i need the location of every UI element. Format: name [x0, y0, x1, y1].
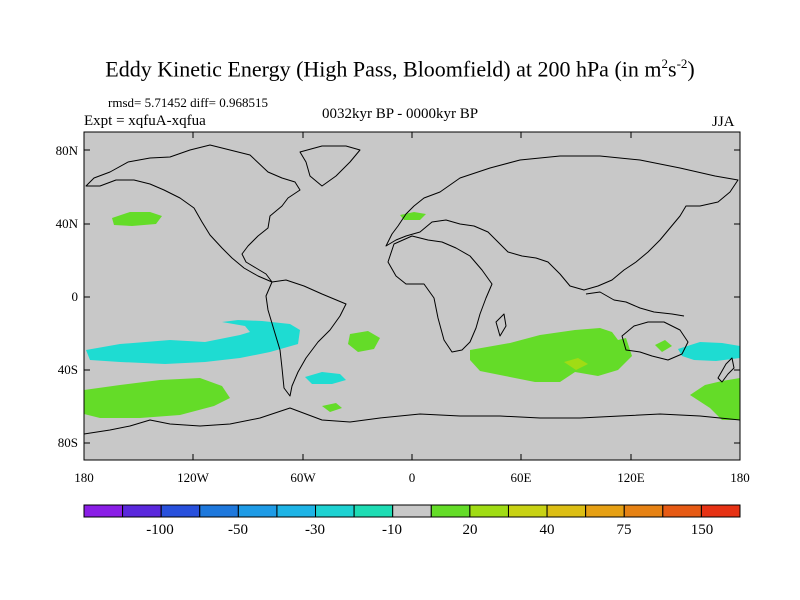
colorbar-box	[199, 504, 239, 518]
lon-label-120e: 120E	[617, 470, 645, 485]
colorbar-box	[353, 504, 394, 518]
coast-new-zealand	[717, 357, 735, 383]
coast-antarctica	[83, 407, 741, 435]
green-patch-southern-ocean-west	[84, 378, 230, 418]
colorbar-label: -50	[228, 522, 248, 538]
lat-label-40n: 40N	[55, 216, 78, 231]
colorbar-label: 150	[690, 522, 714, 538]
colorbar-label: -30	[305, 522, 325, 538]
colorbar-label: 40	[539, 522, 555, 538]
colorbar-box	[430, 504, 471, 518]
colorbar-label: -10	[382, 522, 402, 538]
lat-label-80n: 80N	[55, 143, 78, 158]
coast-north-america	[85, 144, 301, 283]
coast-africa	[387, 235, 493, 353]
coast-eurasia	[385, 155, 739, 291]
lon-label-120w: 120W	[177, 470, 209, 485]
lat-label-40s: 40S	[57, 362, 78, 377]
map-title: Eddy Kinetic Energy (High Pass, Bloomfie…	[105, 56, 695, 82]
colorbar-box	[392, 504, 432, 518]
map-frame	[83, 131, 741, 461]
yellowgreen-patch-indian	[564, 358, 588, 370]
lon-label-60w: 60W	[290, 470, 316, 485]
coast-australia	[621, 321, 689, 361]
colorbar-box	[237, 504, 278, 518]
green-patch-tasman	[690, 378, 740, 420]
colorbar-box	[662, 504, 702, 518]
colorbar-label: -100	[146, 522, 174, 538]
coast-greenland	[299, 145, 361, 187]
colorbar-box	[469, 504, 509, 518]
coastlines	[83, 144, 741, 435]
lat-label-0: 0	[71, 289, 79, 304]
cyan-patch-chile	[305, 372, 346, 384]
lat-label-80s: 80S	[57, 435, 78, 450]
green-patch-indian-ocean	[470, 328, 632, 382]
anomaly-patches	[84, 212, 740, 420]
colorbar-box	[83, 504, 124, 518]
colorbar-box	[122, 504, 162, 518]
lon-label-60e: 60E	[510, 470, 532, 485]
green-patch-north-pacific	[112, 212, 162, 226]
coast-madagascar	[495, 313, 507, 337]
lon-label-0: 0	[408, 470, 416, 485]
cyan-patch-australia	[678, 342, 740, 361]
green-patch-south-atlantic	[348, 331, 380, 352]
colorbar-box	[507, 504, 548, 518]
lon-label-180e: 180	[730, 470, 750, 485]
colorbar-box	[546, 504, 587, 518]
coast-south-america	[265, 279, 347, 397]
colorbar-label: 20	[462, 522, 478, 538]
colorbar-box	[623, 504, 664, 518]
cyan-patch-south-pacific	[86, 320, 300, 364]
colorbar-box	[315, 504, 355, 518]
stats-text: rmsd= 5.71452 diff= 0.968515	[108, 95, 268, 110]
period-label: 0032kyr BP - 0000kyr BP	[322, 106, 479, 122]
season-label: JJA	[712, 114, 735, 130]
colorbar-box	[160, 504, 201, 518]
green-patch-australia-east	[655, 340, 672, 352]
colorbar-box	[276, 504, 317, 518]
colorbar-label: 75	[616, 522, 632, 538]
colorbar	[83, 504, 741, 518]
lon-label-180w: 180	[74, 470, 94, 485]
green-patch-drake	[322, 403, 342, 412]
experiment-label: Expt = xqfuA-xqfua	[84, 113, 206, 129]
colorbar-box	[585, 504, 625, 518]
coast-indonesia	[585, 291, 685, 317]
colorbar-box	[700, 504, 741, 518]
